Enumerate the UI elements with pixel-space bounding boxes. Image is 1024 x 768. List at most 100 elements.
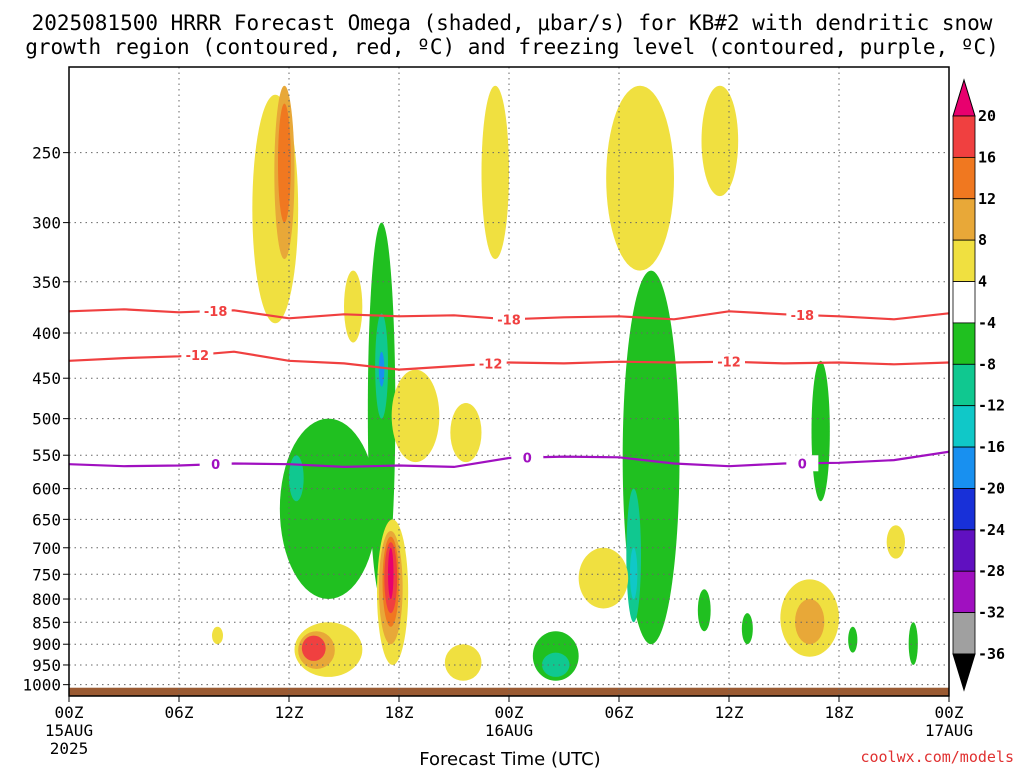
omega-region-16 [630, 547, 638, 600]
y-axis-ticks: 250 300 350 400 450 500 550 600 650 700 750 800 850 9… [22, 144, 69, 695]
omega-region-26 [542, 652, 570, 677]
y-tick-label-5: 500 [32, 410, 61, 429]
omega-region-24 [301, 635, 326, 661]
y-tick-label-1: 300 [32, 214, 61, 233]
colorbar-segment-12 [952, 570, 976, 614]
colorbar-segment-1 [952, 115, 976, 158]
x-tick-sublabel-0-1: 2025 [50, 739, 89, 758]
contour-label-bg-1-1 [474, 355, 507, 372]
omega-region-34 [848, 626, 858, 653]
colorbar-label-8: -16 [978, 438, 1005, 456]
grid-lines [69, 67, 949, 696]
omega-region-37 [697, 589, 711, 632]
x-tick-label-2: 12Z [275, 703, 304, 722]
ground-band [69, 687, 949, 696]
omega-region-11 [450, 402, 482, 463]
x-tick-label-1: 06Z [165, 703, 194, 722]
contour-label-0-0: -18 [204, 305, 228, 320]
colorbar-label-12: -32 [978, 604, 1005, 622]
omega-region-30 [811, 360, 830, 502]
omega-region-9 [378, 351, 385, 387]
colorbar-segment-9 [952, 446, 976, 489]
omega-region-12 [279, 418, 377, 600]
x-tick-label-7: 18Z [825, 703, 854, 722]
colorbar-segment-11 [952, 529, 976, 572]
colorbar-bottom-arrow [952, 653, 976, 692]
contour-line-1 [69, 350, 949, 371]
y-tick-label-15: 1000 [22, 676, 61, 695]
colorbar-label-5: -4 [978, 314, 996, 332]
y-tick-label-11: 800 [32, 590, 61, 609]
contour-lines: -18 -18 -18 -12 -12 -12 0 0 0 [69, 302, 949, 473]
credit-link[interactable]: coolwx.com/models [860, 748, 1014, 766]
colorbar-segment-5 [952, 281, 976, 324]
omega-region-31 [886, 525, 905, 559]
omega-region-27 [578, 547, 629, 609]
x-tick-label-6: 12Z [715, 703, 744, 722]
y-tick-label-8: 650 [32, 510, 61, 529]
omega-region-3 [344, 270, 363, 343]
x-axis-label: Forecast Time (UTC) [419, 749, 600, 768]
y-tick-label-2: 350 [32, 273, 61, 292]
y-tick-label-0: 250 [32, 144, 61, 163]
y-tick-label-14: 950 [32, 656, 61, 675]
contour-label-0-1: -18 [497, 313, 521, 328]
colorbar: 20 16 12 8 4 -4 -8 -12 -16 -20 -24 -28 -32 -36 [952, 78, 1005, 692]
contour-label-bg-1-0 [181, 346, 214, 363]
y-tick-label-13: 900 [32, 635, 61, 654]
colorbar-label-6: -8 [978, 355, 996, 373]
chart-title-line-2: growth region (contoured, red, ºC) and f… [25, 35, 999, 59]
chart-title-line-1: 2025081500 HRRR Forecast Omega (shaded, … [32, 11, 993, 35]
x-tick-sublabel-8-0: 17AUG [925, 721, 973, 740]
contour-label-bg-2-2 [786, 455, 819, 472]
contour-label-bg-0-2 [786, 307, 819, 324]
chart-title: 2025081500 HRRR Forecast Omega (shaded, … [25, 11, 999, 59]
colorbar-segment-3 [952, 198, 976, 241]
y-tick-label-10: 750 [32, 565, 61, 584]
omega-region-10 [391, 369, 440, 463]
colorbar-label-3: 8 [978, 231, 987, 249]
omega-region-5 [606, 85, 674, 271]
contour-label-bg-1-2 [713, 353, 745, 370]
y-tick-label-3: 400 [32, 324, 61, 343]
omega-region-2 [278, 103, 291, 223]
colorbar-segment-8 [952, 405, 976, 448]
x-tick-sublabel-0-0: 15AUG [45, 721, 93, 740]
contour-label-bg-0-1 [493, 311, 525, 328]
omega-region-29 [795, 599, 825, 645]
x-tick-label-8: 00Z [935, 703, 964, 722]
y-tick-label-12: 850 [32, 613, 61, 632]
colorbar-segment-13 [952, 612, 976, 655]
omega-region-21 [388, 547, 394, 600]
contour-label-2-0: 0 [211, 458, 220, 473]
contour-label-bg-2-0 [199, 456, 232, 473]
colorbar-label-4: 4 [978, 273, 987, 291]
colorbar-segment-6 [952, 322, 976, 365]
omega-region-33 [741, 613, 753, 645]
contour-label-0-2: -18 [791, 309, 815, 324]
colorbar-top-arrow [952, 78, 976, 117]
contour-label-1-2: -12 [717, 356, 741, 371]
x-tick-sublabel-4-0: 16AUG [485, 721, 533, 740]
colorbar-segment-4 [952, 239, 976, 282]
omega-region-36 [444, 644, 482, 681]
contour-label-bg-0-0 [199, 302, 232, 319]
y-tick-label-4: 450 [32, 369, 61, 388]
contour-label-bg-2-1 [511, 449, 544, 466]
colorbar-label-1: 16 [978, 148, 996, 166]
x-tick-label-5: 06Z [605, 703, 634, 722]
x-tick-label-3: 18Z [385, 703, 414, 722]
ground-band-rect [69, 687, 949, 696]
y-tick-label-9: 700 [32, 539, 61, 558]
colorbar-label-13: -36 [978, 645, 1005, 663]
x-tick-label-0: 00Z [55, 703, 84, 722]
omega-region-32 [908, 622, 918, 665]
colorbar-segment-7 [952, 363, 976, 407]
y-tick-label-6: 550 [32, 446, 61, 465]
colorbar-label-0: 20 [978, 107, 996, 125]
omega-region-6 [701, 85, 739, 197]
contour-label-1-1: -12 [479, 358, 503, 373]
colorbar-label-11: -28 [978, 562, 1005, 580]
